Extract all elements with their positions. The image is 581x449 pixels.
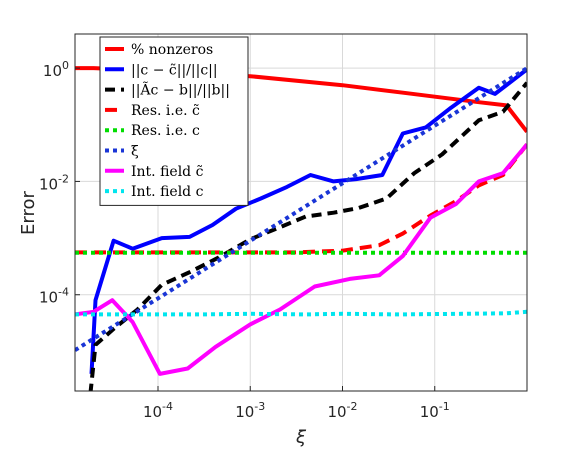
x-tick-exponent: -1 bbox=[439, 400, 450, 413]
y-tick-base: 10 bbox=[43, 62, 62, 80]
legend-entry-label: Res. i.e. c̃ bbox=[131, 103, 200, 119]
x-tick-label: 10-1 bbox=[420, 400, 450, 421]
x-tick-label: 10-2 bbox=[327, 400, 357, 421]
y-tick-base: 10 bbox=[39, 289, 58, 307]
x-tick-base: 10 bbox=[420, 403, 439, 421]
y-tick-label: 100 bbox=[43, 59, 69, 80]
x-tick-label: 10-4 bbox=[143, 400, 173, 421]
y-tick-base: 10 bbox=[39, 175, 58, 193]
y-tick-exponent: -4 bbox=[58, 286, 69, 299]
y-tick-exponent: 0 bbox=[62, 59, 69, 72]
x-tick-base: 10 bbox=[327, 403, 346, 421]
legend-entry-label: % nonzeros bbox=[131, 42, 213, 58]
legend-entry-label: Int. field c̃ bbox=[131, 164, 204, 180]
y-tick-label: 10-2 bbox=[39, 172, 69, 193]
legend-entry-label: ||Ãc − b||/||b|| bbox=[131, 81, 230, 99]
axes-frame bbox=[74, 33, 528, 392]
y-tick-label: 10-4 bbox=[39, 286, 69, 307]
series-line-3 bbox=[75, 143, 527, 255]
x-tick-label: 10-3 bbox=[235, 400, 265, 421]
series-line-1 bbox=[89, 67, 527, 375]
x-tick-base: 10 bbox=[143, 403, 162, 421]
y-tick-exponent: -2 bbox=[58, 172, 69, 185]
x-tick-exponent: -3 bbox=[254, 400, 265, 413]
legend: % nonzeros ||c − c̃||/||c|| ||Ãc − b||/||b… bbox=[99, 36, 249, 206]
series-line-6 bbox=[75, 143, 527, 376]
series-line-5 bbox=[75, 66, 527, 352]
x-axis-label: ξ bbox=[295, 427, 307, 448]
x-tick-exponent: -4 bbox=[162, 400, 173, 413]
x-tick-base: 10 bbox=[235, 403, 254, 421]
legend-entry-label: Int. field c bbox=[131, 184, 204, 200]
legend-entry-label: ||c − c̃||/||c|| bbox=[131, 62, 218, 78]
series-line-7 bbox=[75, 309, 527, 317]
legend-box bbox=[99, 36, 249, 206]
legend-entry-label: ξ bbox=[131, 144, 139, 160]
x-tick-exponent: -2 bbox=[347, 400, 358, 413]
y-axis-label: Error bbox=[18, 190, 39, 234]
legend-entry-label: Res. i.e. c bbox=[131, 123, 200, 139]
